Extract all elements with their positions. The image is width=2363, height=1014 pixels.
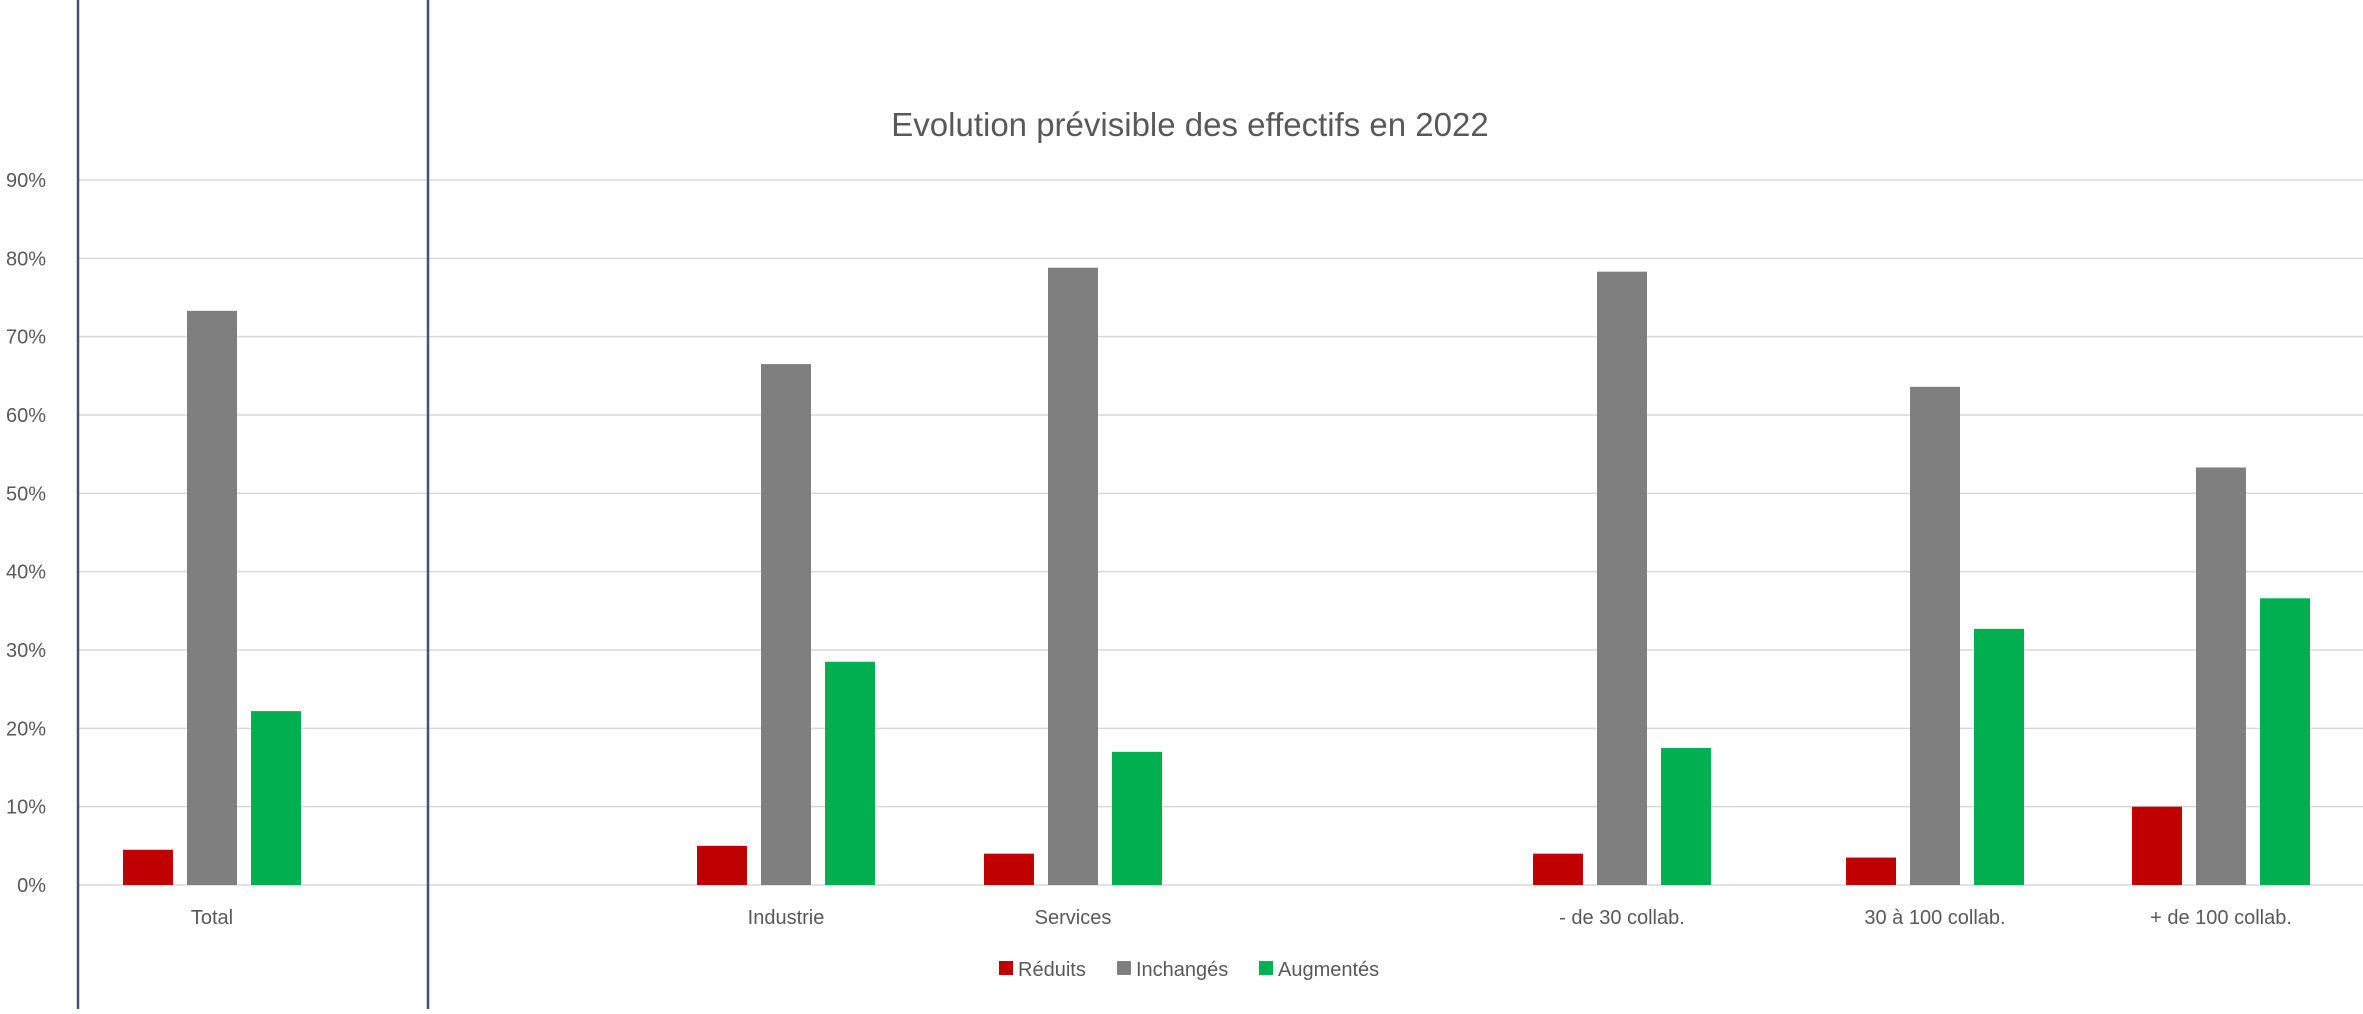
legend-swatch <box>1117 961 1131 975</box>
y-tick-label: 20% <box>6 718 46 740</box>
bar-inchangés <box>1910 386 1960 885</box>
y-tick-label: 0% <box>17 875 46 897</box>
bar-inchangés <box>761 364 811 885</box>
y-tick-label: 50% <box>6 483 46 505</box>
y-tick-label: 60% <box>6 405 46 427</box>
x-tick-label: - de 30 collab. <box>1559 907 1685 929</box>
legend-label: Inchangés <box>1136 959 1228 981</box>
x-tick-label: Industrie <box>748 907 825 929</box>
y-tick-label: 40% <box>6 562 46 584</box>
bar-inchangés <box>187 310 237 886</box>
bar-inchangés <box>1597 271 1647 885</box>
bar-réduits <box>1846 857 1896 885</box>
x-tick-label: 30 à 100 collab. <box>1864 907 2005 929</box>
y-tick-label: 80% <box>6 248 46 270</box>
y-tick-label: 30% <box>6 640 46 662</box>
x-tick-label: Services <box>1035 907 1112 929</box>
bar-inchangés <box>2196 467 2246 885</box>
x-tick-label: Total <box>191 907 233 929</box>
x-axis-ticks: Total Industrie Services - de 30 collab. 30 … <box>191 907 2292 929</box>
y-tick-label: 10% <box>6 797 46 819</box>
legend-label: Augmentés <box>1278 959 1379 981</box>
x-tick-label: + de 100 collab. <box>2150 907 2292 929</box>
chart-title: Evolution prévisible des effectifs en 20… <box>891 106 1488 143</box>
bar-réduits <box>1533 853 1583 885</box>
legend-swatch <box>999 961 1013 975</box>
bar-augmentés <box>2260 598 2310 885</box>
legend-swatch <box>1259 961 1273 975</box>
bar-inchangés <box>1048 267 1098 885</box>
bar-réduits <box>2132 806 2182 885</box>
bar-réduits <box>697 845 747 885</box>
y-axis-ticks: 0% 10% 20% 30% 40% 50% 60% 70% 80% 90% <box>6 170 46 897</box>
bars <box>123 267 2310 886</box>
bar-augmentés <box>825 661 875 885</box>
bar-réduits <box>123 849 173 885</box>
bar-réduits <box>984 853 1034 885</box>
y-tick-label: 70% <box>6 327 46 349</box>
bar-augmentés <box>251 711 301 885</box>
legend: Réduits Inchangés Augmentés <box>999 959 1379 981</box>
bar-augmentés <box>1112 751 1162 885</box>
y-tick-label: 90% <box>6 170 46 192</box>
gridlines <box>78 179 2363 886</box>
bar-augmentés <box>1661 747 1711 885</box>
bar-augmentés <box>1974 628 2024 885</box>
legend-label: Réduits <box>1018 959 1086 981</box>
